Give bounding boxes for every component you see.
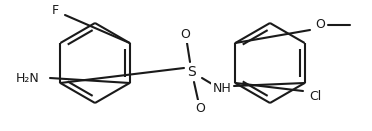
Text: F: F [51, 4, 58, 17]
Text: S: S [187, 65, 196, 79]
Text: O: O [315, 18, 325, 31]
Text: O: O [195, 102, 205, 114]
Text: Cl: Cl [309, 89, 321, 102]
Text: H₂N: H₂N [16, 72, 40, 84]
Text: NH: NH [213, 81, 231, 94]
Text: O: O [180, 29, 190, 42]
